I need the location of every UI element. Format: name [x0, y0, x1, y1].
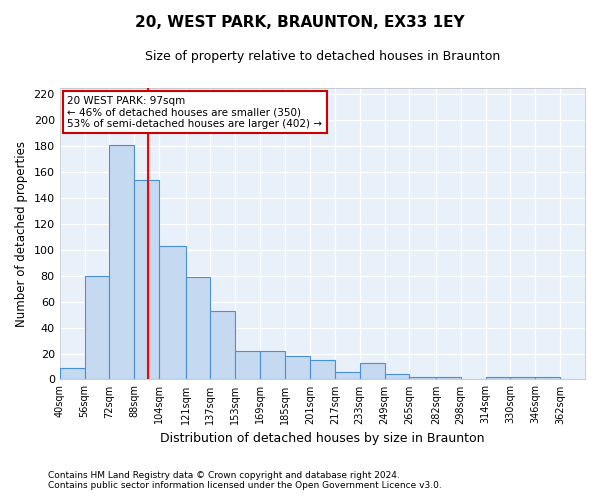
Y-axis label: Number of detached properties: Number of detached properties [15, 140, 28, 326]
Bar [211, 310, 235, 380]
Bar [109, 145, 134, 380]
Bar [285, 356, 310, 380]
Bar [335, 372, 359, 380]
Text: 20 WEST PARK: 97sqm
← 46% of detached houses are smaller (350)
53% of semi-detac: 20 WEST PARK: 97sqm ← 46% of detached ho… [67, 96, 322, 129]
Bar [235, 351, 260, 380]
Bar [485, 377, 511, 380]
X-axis label: Distribution of detached houses by size in Braunton: Distribution of detached houses by size … [160, 432, 485, 445]
Bar [185, 277, 211, 380]
Title: Size of property relative to detached houses in Braunton: Size of property relative to detached ho… [145, 50, 500, 63]
Bar [409, 377, 436, 380]
Text: Contains HM Land Registry data © Crown copyright and database right 2024.
Contai: Contains HM Land Registry data © Crown c… [48, 470, 442, 490]
Bar [310, 360, 335, 380]
Bar [359, 362, 385, 380]
Bar [535, 377, 560, 380]
Bar [436, 377, 461, 380]
Bar [59, 368, 85, 380]
Bar [385, 374, 409, 380]
Bar [85, 276, 109, 380]
Bar [134, 180, 159, 380]
Text: 20, WEST PARK, BRAUNTON, EX33 1EY: 20, WEST PARK, BRAUNTON, EX33 1EY [135, 15, 465, 30]
Bar [159, 246, 185, 380]
Bar [511, 377, 535, 380]
Bar [260, 351, 285, 380]
